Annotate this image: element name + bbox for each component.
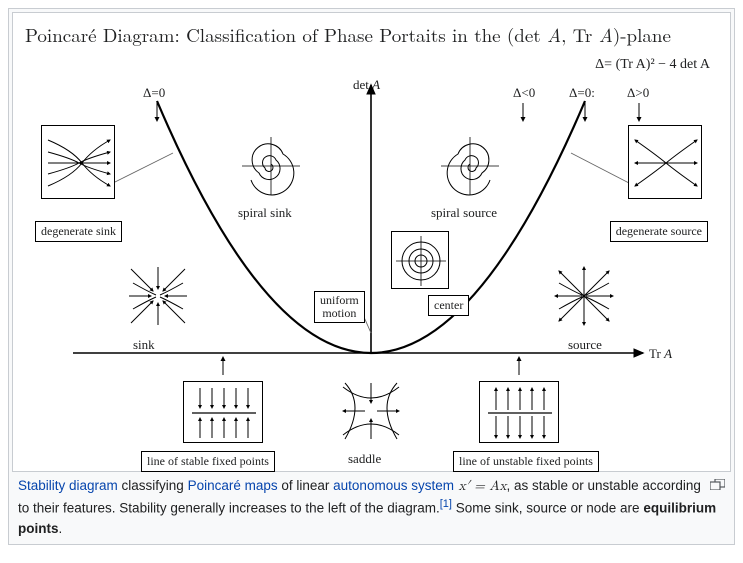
label-spiral-source: spiral source [431, 205, 497, 221]
label-saddle: saddle [348, 451, 381, 467]
label-degenerate-source: degenerate source [610, 221, 708, 242]
portrait-spiral-source [437, 133, 503, 199]
label-line-stable: line of stable fixed points [141, 451, 275, 472]
delta-pos: Δ>0 [627, 85, 649, 101]
y-axis-label: det A [353, 77, 380, 93]
caption-text-5: . [59, 521, 63, 536]
caption-equation: x′ = Ax [454, 479, 507, 493]
label-sink: sink [133, 337, 155, 353]
link-autonomous-system[interactable]: autonomous system [333, 478, 454, 493]
delta-neg: Δ<0 [513, 85, 535, 101]
portrait-saddle [335, 375, 407, 447]
caption-text-4: Some sink, source or node are [452, 501, 643, 516]
figure-container: Poincaré Diagram: Classification of Phas… [8, 8, 735, 545]
caption-text-2: of linear [278, 478, 334, 493]
enlarge-icon[interactable] [710, 479, 725, 490]
discriminant-formula: Δ= (Tr A)² − 4 det A [595, 57, 710, 73]
portrait-line-unstable [479, 381, 559, 443]
label-degenerate-sink: degenerate sink [35, 221, 122, 242]
portrait-degenerate-sink [41, 125, 115, 199]
reference-1[interactable]: [1] [440, 498, 452, 510]
portrait-line-stable [183, 381, 263, 443]
delta-zero-left: Δ=0 [143, 85, 165, 101]
delta-zero-right: Δ=0: [569, 85, 595, 101]
poincare-diagram: Poincaré Diagram: Classification of Phas… [12, 12, 731, 472]
link-stability-diagram[interactable]: Stability diagram [18, 478, 118, 493]
portrait-spiral-sink [238, 133, 304, 199]
portrait-center [391, 231, 449, 289]
caption-text-1: classifying [118, 478, 188, 493]
link-poincare-maps[interactable]: Poincaré maps [188, 478, 278, 493]
label-source: source [568, 337, 602, 353]
label-line-unstable: line of unstable fixed points [453, 451, 599, 472]
label-spiral-sink: spiral sink [238, 205, 292, 221]
portrait-sink [123, 261, 193, 331]
diagram-title: Poincaré Diagram: Classification of Phas… [25, 21, 671, 48]
portrait-degenerate-source [628, 125, 702, 199]
x-axis-label: Tr A [649, 346, 672, 362]
label-uniform-motion: uniform motion [314, 291, 365, 323]
label-center: center [428, 295, 469, 316]
figure-caption: Stability diagram classifying Poincaré m… [12, 472, 731, 541]
portrait-source [549, 261, 619, 331]
